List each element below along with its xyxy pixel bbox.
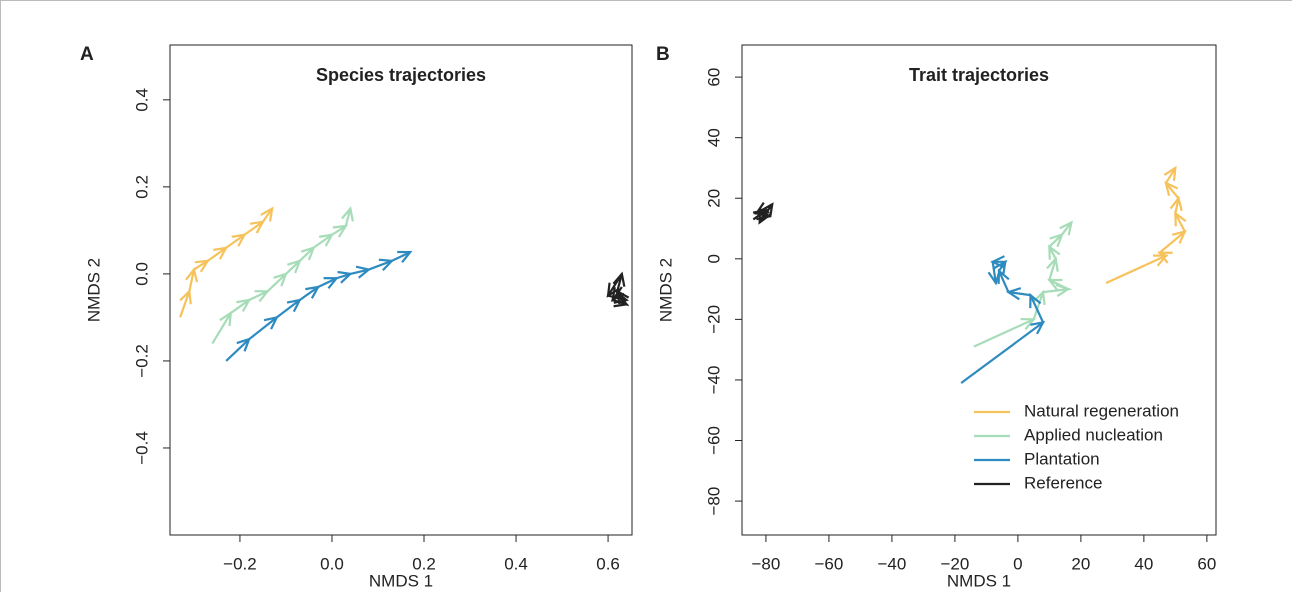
y-tick-label: 0.4 <box>132 88 151 112</box>
x-tick-label: 0 <box>1013 554 1022 573</box>
arrowhead <box>756 207 772 221</box>
arrowhead <box>323 277 339 290</box>
arrowhead <box>613 294 629 308</box>
arrowhead <box>1046 256 1059 272</box>
legend-label: Plantation <box>1024 449 1100 468</box>
arrowhead <box>1059 220 1073 236</box>
x-axis-label: NMDS 1 <box>947 571 1011 590</box>
y-axis-label: NMDS 2 <box>84 258 103 322</box>
y-tick-label: 40 <box>704 128 723 147</box>
arrowhead <box>236 337 251 352</box>
arrowhead <box>263 315 279 330</box>
arrowhead <box>1157 251 1173 264</box>
arrowhead <box>990 255 1005 269</box>
x-tick-label: −80 <box>752 554 781 573</box>
arrowhead <box>231 233 247 247</box>
arrowhead <box>612 271 626 287</box>
y-tick-label: −80 <box>704 487 723 516</box>
y-tick-label: −0.4 <box>132 431 151 465</box>
chart-title: Trait trajectories <box>909 65 1049 85</box>
arrowhead <box>273 272 288 287</box>
arrowhead <box>305 285 321 299</box>
arrowhead <box>1049 232 1064 248</box>
arrowhead <box>185 267 199 283</box>
arrowhead <box>1169 195 1183 212</box>
y-tick-label: −60 <box>704 426 723 455</box>
arrowhead <box>1152 254 1169 267</box>
arrowhead <box>1047 278 1063 291</box>
y-tick-label: 0.2 <box>132 175 151 199</box>
x-tick-label: 0.6 <box>596 554 620 573</box>
arrowhead <box>1164 181 1179 196</box>
plot-box <box>169 44 633 536</box>
arrowhead <box>1171 229 1187 244</box>
arrowhead <box>378 258 395 272</box>
arrowhead <box>987 270 1001 286</box>
x-tick-label: 0.4 <box>504 554 528 573</box>
x-tick-label: −0.2 <box>223 554 257 573</box>
y-axis-label: NMDS 2 <box>656 258 675 322</box>
arrowhead <box>286 298 302 313</box>
legend-label: Reference <box>1024 473 1102 492</box>
arrowhead <box>337 270 353 284</box>
plot-box <box>741 44 1217 536</box>
arrowhead <box>1048 244 1061 260</box>
arrowhead <box>397 250 413 263</box>
arrowhead <box>341 206 354 222</box>
arrowhead <box>318 233 335 247</box>
x-tick-label: −40 <box>877 554 906 573</box>
arrowhead <box>613 290 629 304</box>
panel-label: A <box>80 44 94 65</box>
arrowhead <box>1030 320 1046 335</box>
legend-label: Applied nucleation <box>1024 425 1163 444</box>
y-tick-label: −20 <box>704 305 723 334</box>
x-tick-label: 0.2 <box>412 554 436 573</box>
arrowhead <box>1005 287 1022 301</box>
arrowhead <box>1055 283 1071 298</box>
legend-label: Natural regeneration <box>1024 401 1179 420</box>
arrowhead <box>219 310 233 327</box>
x-tick-label: −20 <box>940 554 969 573</box>
panel-label: B <box>656 44 670 65</box>
trajectory-line <box>225 251 411 362</box>
y-tick-label: 0 <box>704 254 723 263</box>
y-tick-label: −40 <box>704 366 723 395</box>
arrowhead <box>332 224 348 238</box>
arrowhead <box>300 246 316 261</box>
arrowhead <box>606 282 620 298</box>
trajectory-line <box>211 208 352 345</box>
arrowhead <box>254 290 270 303</box>
x-tick-label: 60 <box>1197 554 1216 573</box>
y-tick-label: −0.2 <box>132 344 151 378</box>
x-tick-label: −60 <box>815 554 844 573</box>
arrowhead <box>236 298 252 312</box>
arrowhead <box>213 246 229 260</box>
arrowhead <box>1020 317 1036 331</box>
x-tick-label: 20 <box>1071 554 1090 573</box>
x-tick-label: 40 <box>1134 554 1153 573</box>
arrowhead <box>355 265 372 279</box>
arrowhead <box>179 288 192 305</box>
trajectory-line <box>179 207 274 318</box>
chart-title: Species trajectories <box>316 65 486 85</box>
arrowhead <box>260 206 274 222</box>
arrowhead <box>249 220 266 234</box>
y-tick-label: 0.0 <box>132 262 151 286</box>
arrowhead <box>993 259 1007 275</box>
arrowhead <box>1033 289 1046 306</box>
x-axis-label: NMDS 1 <box>369 571 433 590</box>
arrowhead <box>287 259 302 274</box>
arrowhead <box>194 259 210 273</box>
y-tick-label: 60 <box>704 68 723 87</box>
arrowhead <box>760 202 774 218</box>
arrowhead <box>1174 211 1187 227</box>
y-tick-label: 20 <box>704 189 723 208</box>
arrowhead <box>1029 292 1042 309</box>
x-tick-label: 0.0 <box>320 554 344 573</box>
arrowhead <box>1163 165 1177 181</box>
